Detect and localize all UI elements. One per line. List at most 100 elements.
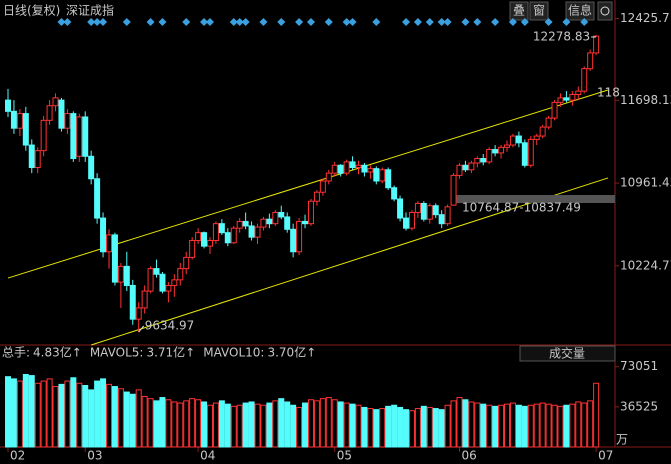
candle-body [581, 68, 588, 92]
candle-body [195, 232, 202, 242]
tab-label[interactable]: 成交量 [549, 346, 585, 361]
candle-body [408, 211, 415, 229]
candle-body [509, 135, 516, 146]
event-marker [277, 18, 286, 26]
volume-bar [34, 382, 41, 448]
volume-bar [117, 388, 124, 448]
volume-bar [331, 399, 338, 448]
volume-bar [373, 409, 380, 448]
volume-bar [278, 398, 285, 448]
volume-bar [206, 404, 213, 448]
volume-bar [135, 389, 142, 448]
volume-bar [296, 406, 303, 448]
candle-body [444, 206, 451, 225]
candle-body [468, 162, 475, 171]
candle-body [284, 216, 291, 230]
legend-value: 4.83亿↑ [33, 345, 82, 360]
volume-bar [563, 404, 570, 448]
event-marker [425, 18, 434, 26]
volume-bar [201, 401, 208, 448]
candle-body [551, 101, 558, 119]
volume-bar [515, 404, 522, 448]
toolbar-label[interactable]: 信息 [568, 3, 592, 18]
candle-body [64, 113, 71, 129]
volume-bar [224, 403, 231, 448]
candle-body [117, 265, 124, 283]
candle-body [52, 97, 59, 107]
candle-body [254, 226, 261, 238]
candle-body [46, 105, 53, 121]
candle-body [480, 158, 487, 163]
candle-body [76, 116, 83, 157]
event-marker [205, 18, 214, 26]
volume-bar [432, 408, 439, 448]
volume-bar [290, 404, 297, 448]
candle-body [426, 205, 433, 220]
toolbar-label[interactable]: 窗 [533, 4, 545, 18]
range-label: 10764.87-10837.49 [462, 201, 581, 215]
event-marker [324, 18, 333, 26]
candle-body [438, 214, 445, 225]
chart-title: 日线(复权) [3, 4, 60, 18]
candle-body [16, 113, 23, 129]
toolbar-button[interactable] [509, 1, 529, 21]
volume-bar [486, 404, 493, 448]
volume-bar [28, 375, 35, 448]
candle-body [105, 234, 112, 253]
volume-bar [52, 386, 59, 448]
volume-bar [361, 406, 368, 448]
low-label: 9634.97 [145, 319, 195, 333]
candle-body [569, 93, 576, 101]
toolbar-button[interactable] [597, 1, 613, 21]
trend-line [91, 177, 609, 346]
tab[interactable] [519, 345, 616, 362]
volume-bar [165, 399, 172, 448]
volume-bar [575, 401, 582, 448]
toolbar-button[interactable] [565, 1, 595, 21]
toolbar-label[interactable]: 叠 [513, 4, 525, 18]
legend-label: MAVOL10: [203, 346, 264, 360]
candle-body [123, 265, 130, 286]
candle-body [456, 164, 463, 176]
event-marker [57, 18, 66, 26]
volume-bar [171, 401, 178, 448]
event-marker [229, 18, 238, 26]
volume-bar [302, 402, 309, 448]
candle-body [212, 223, 219, 242]
candle-body [349, 161, 356, 169]
volume-bar [397, 406, 404, 448]
candle-body [462, 164, 469, 171]
volume-bar [521, 405, 528, 448]
volume-bar [70, 377, 77, 448]
x-tick-label: 05 [337, 449, 352, 463]
candle-body [355, 164, 362, 169]
y-tick-label: 10961.45 [620, 176, 671, 190]
event-marker [520, 18, 529, 26]
toolbar-icon[interactable] [600, 6, 610, 16]
volume-bar [40, 380, 47, 448]
candle-body [129, 284, 136, 320]
event-marker [241, 18, 250, 26]
volume-bar [147, 398, 154, 448]
volume-bar [587, 400, 594, 448]
volume-bar [272, 400, 279, 448]
volume-bar [129, 393, 136, 448]
volume-bar [313, 400, 320, 448]
candle-body [272, 211, 279, 225]
legend-label: MAVOL5: [90, 346, 144, 360]
event-marker [372, 18, 381, 26]
event-marker [508, 18, 517, 26]
volume-bar [88, 389, 95, 448]
candle-body [533, 135, 540, 140]
candle-body [373, 168, 380, 182]
candle-body [177, 268, 184, 281]
volume-bar [183, 400, 190, 448]
x-tick-label: 02 [10, 449, 25, 463]
volume-bar [284, 401, 291, 448]
candle-body [111, 234, 118, 283]
event-marker [461, 18, 470, 26]
candle-body [224, 232, 231, 244]
toolbar-button[interactable] [529, 1, 549, 21]
range-box [456, 195, 615, 203]
